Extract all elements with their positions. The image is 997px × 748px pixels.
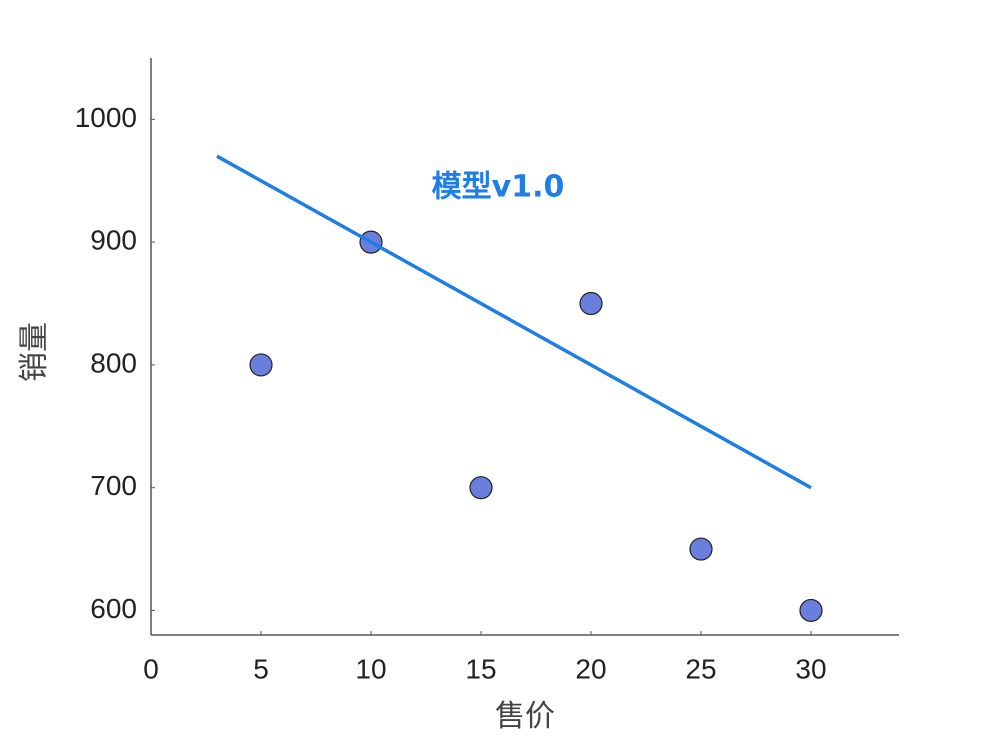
x-tick-label: 0 — [143, 653, 159, 684]
x-tick-label: 15 — [465, 653, 496, 684]
point — [469, 476, 493, 500]
point — [249, 353, 273, 377]
y-axis-label: 销量 — [17, 322, 52, 382]
y-tick-label: 900 — [90, 225, 137, 256]
annotation: 模型v1.0 — [432, 170, 565, 205]
point — [579, 291, 603, 316]
x-tick-label: 10 — [355, 653, 386, 684]
y-tick-label: 600 — [90, 593, 137, 624]
point — [799, 598, 823, 623]
y-tick-label: 800 — [90, 347, 137, 378]
x-tick-label: 25 — [685, 653, 716, 684]
trend-line — [216, 154, 812, 490]
y-tick-label: 700 — [90, 470, 137, 501]
point — [689, 537, 713, 561]
x-tick-label: 5 — [253, 653, 269, 684]
x-tick-label: 30 — [795, 653, 826, 684]
x-axis-label: 售价 — [495, 699, 555, 734]
x-tick-label: 20 — [575, 653, 606, 684]
y-tick-label: 1000 — [75, 102, 137, 133]
